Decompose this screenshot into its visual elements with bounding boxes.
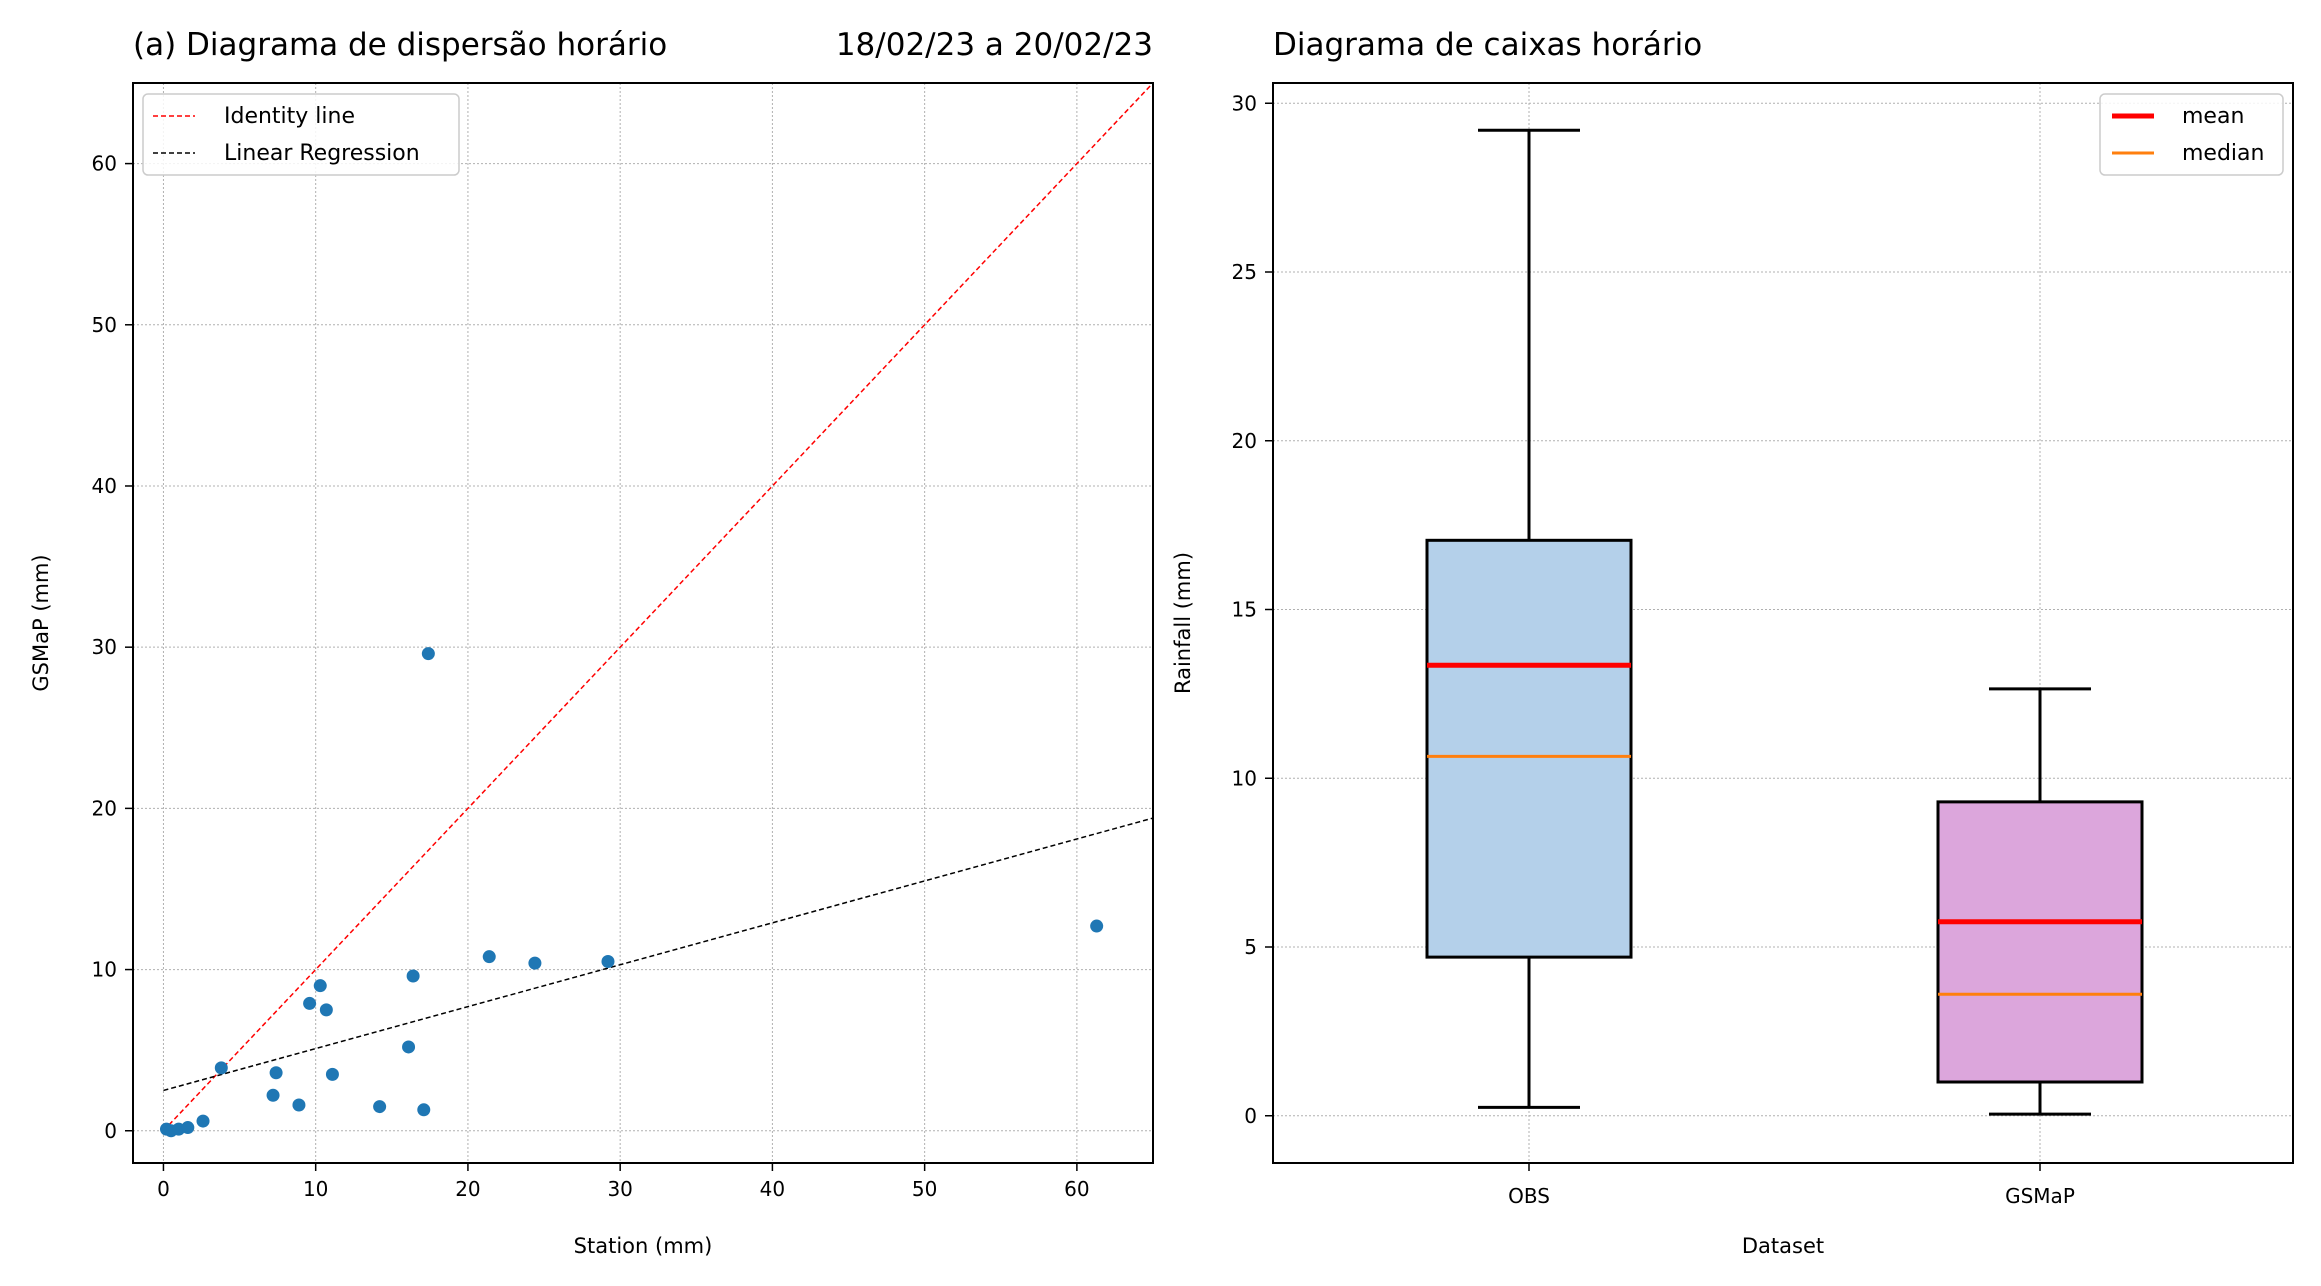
legend-label: mean [2182,104,2244,129]
chart-title: Diagrama de caixas horário [1273,27,1702,63]
y-axis-label: GSMaP (mm) [29,554,53,691]
scatter-panel: 0 10 20 30 40 50 60 0 10 20 30 40 50 60 Station (mm) GS… [29,27,1154,1258]
scatter-point [373,1100,387,1114]
y-tick-label: 0 [104,1119,117,1143]
y-tick-label: 10 [1232,766,1257,790]
x-axis-label: Station (mm) [574,1234,713,1258]
scatter-point [417,1103,431,1117]
scatter-point [214,1061,228,1075]
plot-frame [132,82,1154,1164]
y-tick-label: 0 [1244,1104,1257,1128]
regression-line [163,817,1153,1092]
y-tick-label: 25 [1232,260,1257,284]
y-tick-label: 30 [1232,91,1257,115]
scatter-point [319,1003,333,1017]
y-tick-label: 5 [1244,935,1257,959]
plot-frame [1272,82,2294,1164]
x-tick-label: 40 [760,1177,785,1201]
chart-subtitle: 18/02/23 a 20/02/23 [836,27,1153,63]
legend-box [142,93,460,176]
x-tick-label: 20 [455,1177,480,1201]
x-tick-label: 10 [303,1177,328,1201]
x-axis-label: Dataset [1742,1234,1824,1258]
legend-label: median [2182,141,2264,166]
x-tick-label: 0 [157,1177,170,1201]
scatter-point [325,1067,339,1081]
scatter-point [406,969,420,983]
box-panel: OBS GSMaP 0 5 10 15 20 25 30 Dataset Rainfall (mm)… [1171,27,2294,1258]
box-obs [1425,538,1633,959]
scatter-point [266,1088,280,1102]
y-tick-label: 15 [1232,598,1257,622]
scatter-point [196,1114,210,1128]
legend-label: Linear Regression [224,141,420,166]
y-tick-label: 40 [92,474,117,498]
chart-title: (a) Diagrama de dispersão horário [133,27,667,63]
scatter-point [601,955,615,969]
y-tick-label: 20 [92,796,117,820]
legend-label: Identity line [224,104,355,129]
y-tick-label: 30 [92,635,117,659]
scatter-point [528,956,542,970]
y-tick-label: 20 [1232,429,1257,453]
scatter-point [482,950,496,964]
scatter-point [402,1040,416,1054]
scatter-point [421,647,435,661]
x-tick-label: 30 [607,1177,632,1201]
box-gsmap [1936,800,2144,1084]
scatter-point [181,1121,195,1135]
scatter-point [292,1098,306,1112]
x-tick-label: 60 [1064,1177,1089,1201]
x-tick-label: GSMaP [2005,1184,2075,1208]
scatter-point [1090,919,1104,933]
x-tick-label: 50 [912,1177,937,1201]
y-tick-label: 50 [92,313,117,337]
y-tick-label: 10 [92,958,117,982]
identity-line [162,83,1153,1132]
scatter-point [313,979,327,993]
scatter-point [303,996,317,1010]
scatter-point [269,1066,283,1080]
y-axis-label: Rainfall (mm) [1171,552,1195,694]
x-tick-label: OBS [1508,1184,1550,1208]
y-tick-label: 60 [92,152,117,176]
